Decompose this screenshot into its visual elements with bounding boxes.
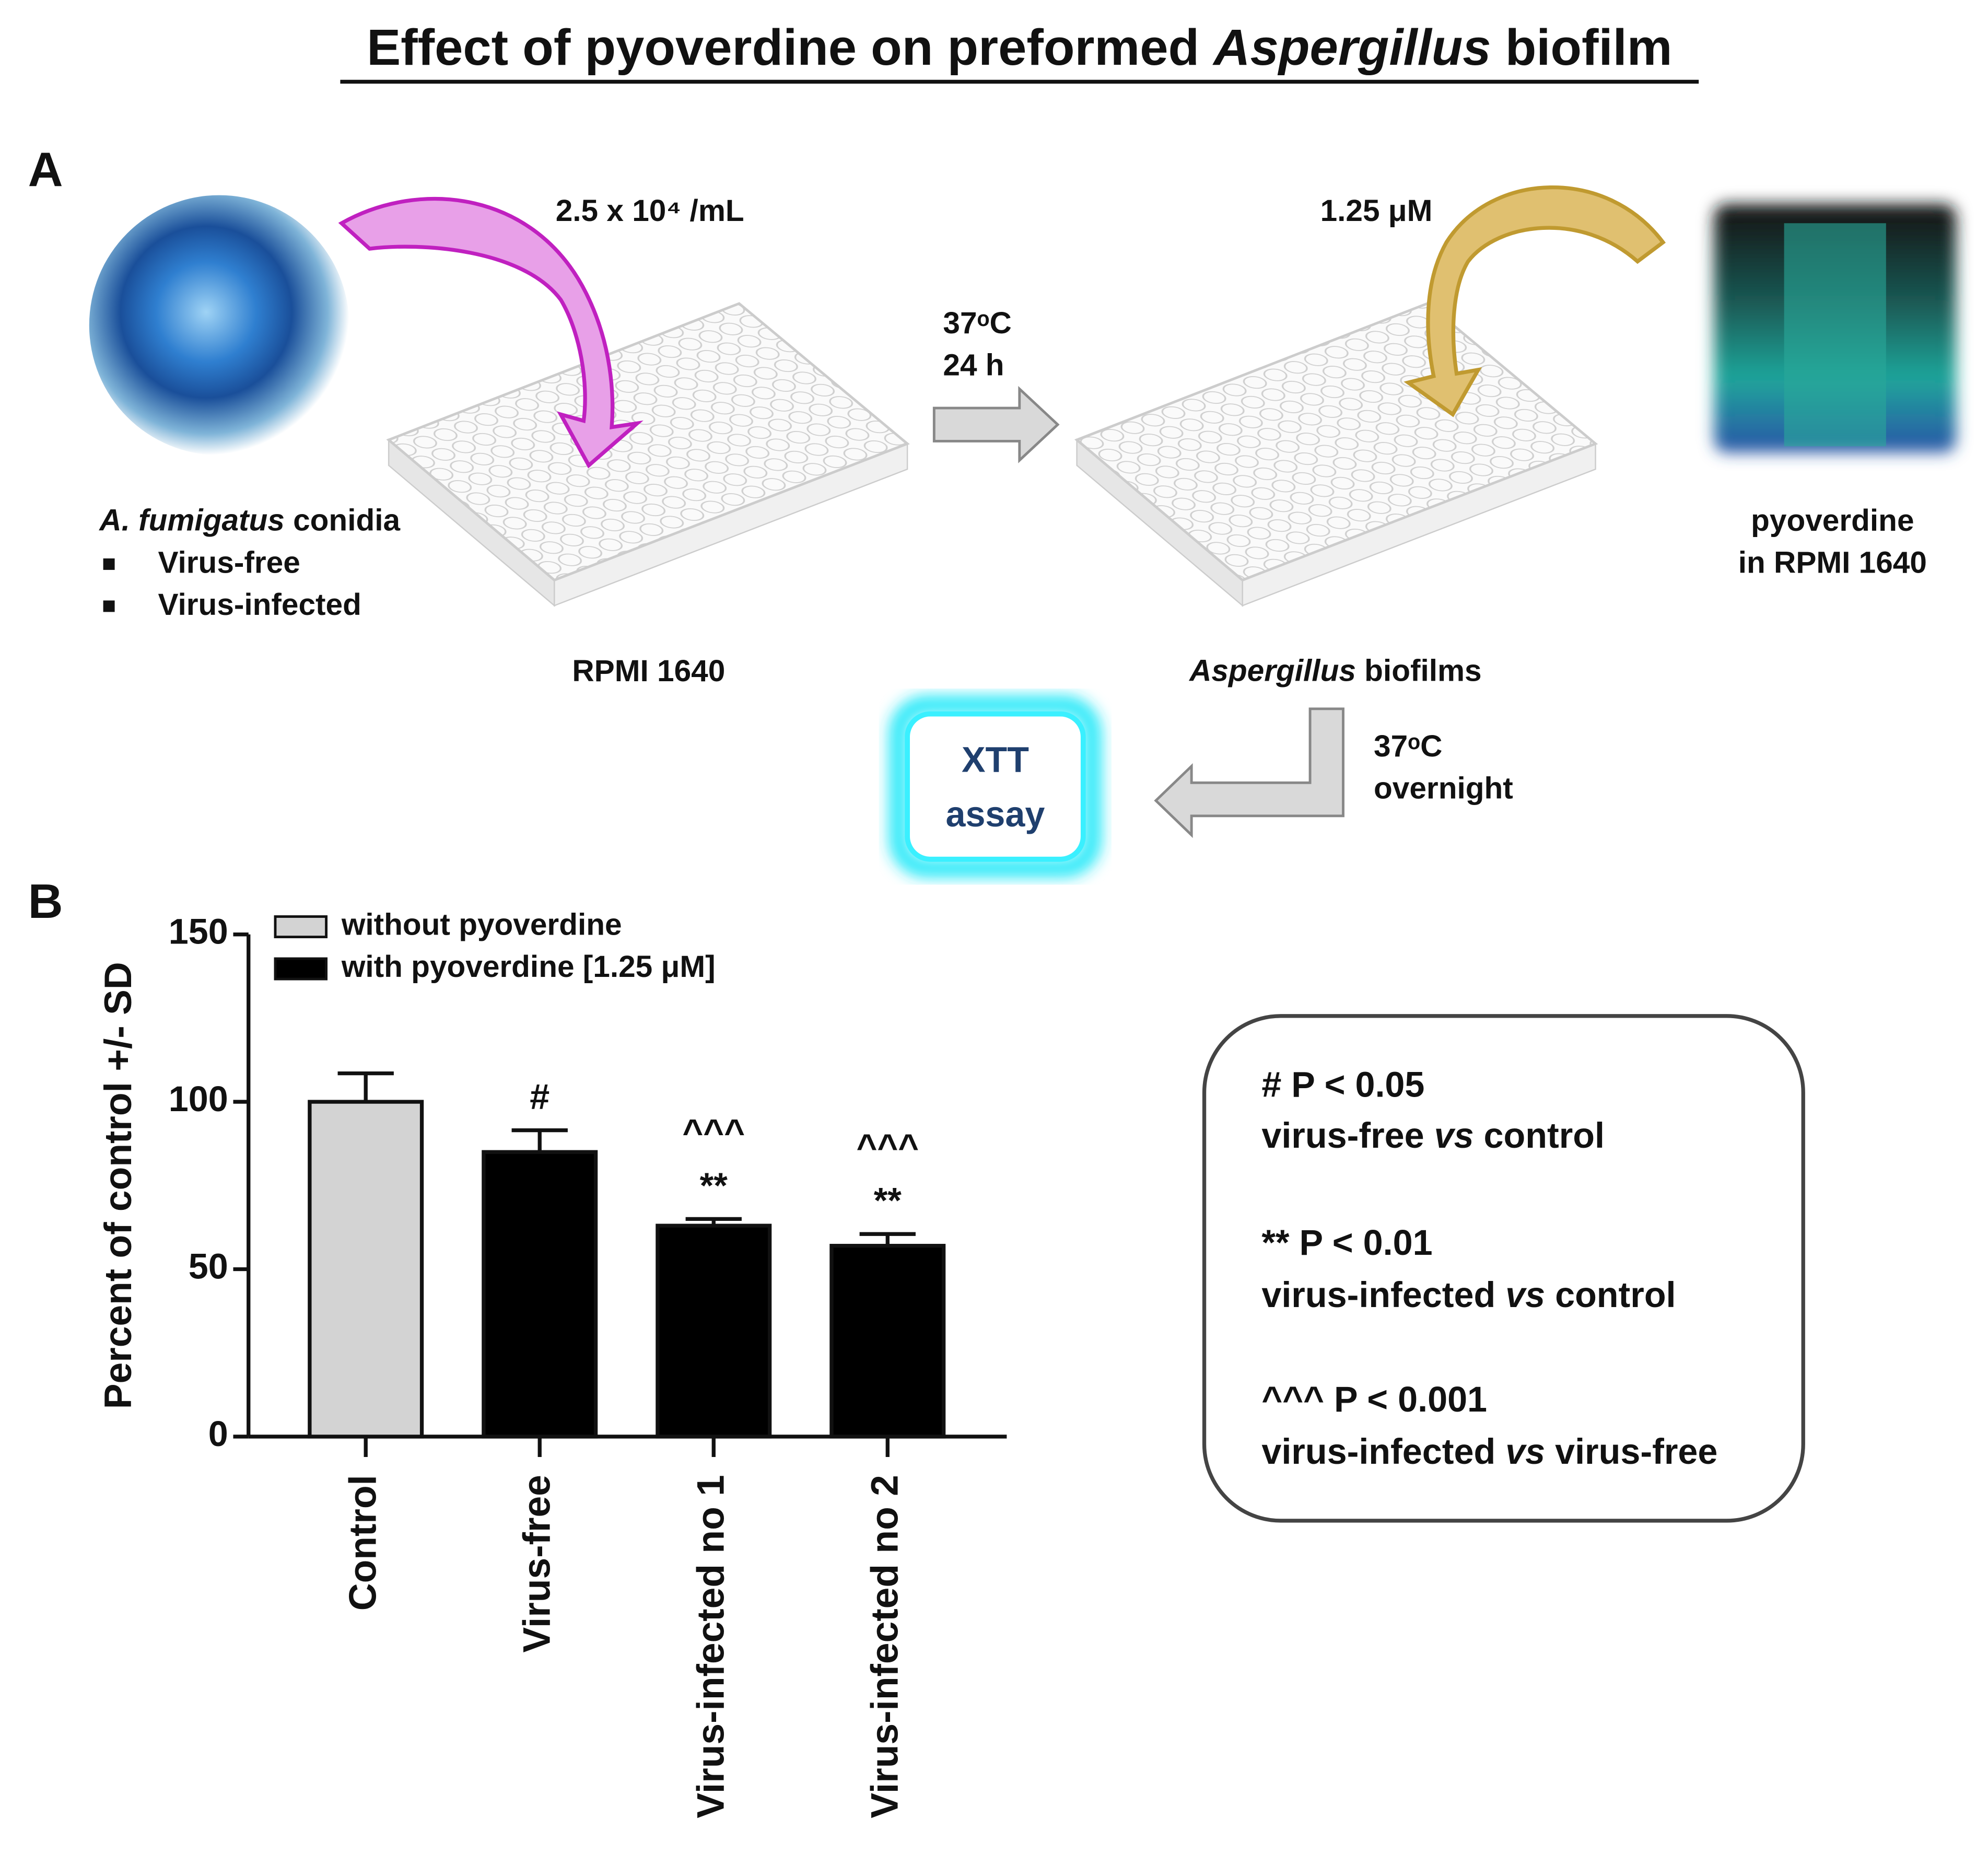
incubation-label: 37ᵒC <box>1374 729 1442 763</box>
conidia-caption: A. fumigatus conidia <box>98 504 400 538</box>
stats-part: vs <box>1434 1116 1474 1156</box>
significance-mark: # <box>530 1077 549 1117</box>
significance-mark: ^^^ <box>856 1127 919 1167</box>
step-arrow <box>1154 707 1344 838</box>
stats-line: ** P < 0.01 <box>1261 1223 1432 1263</box>
stats-line: ^^^ P < 0.001 <box>1261 1380 1487 1419</box>
legend-swatch <box>274 915 328 938</box>
assay-box <box>905 711 1086 862</box>
stats-line: # P < 0.05 <box>1261 1065 1424 1104</box>
stats-part: virus-infected <box>1261 1275 1505 1315</box>
legend-label: with pyoverdine [1.25 μM] <box>341 950 716 984</box>
assay-glow <box>889 696 1101 877</box>
y-axis-label: Percent of control +/- SD <box>97 962 139 1409</box>
stats-part: virus-free <box>1261 1116 1434 1156</box>
bar <box>829 1243 946 1439</box>
legend-swatch <box>274 957 328 981</box>
stats-part: control <box>1545 1275 1676 1315</box>
stats-line: virus-infected vs control <box>1261 1275 1676 1315</box>
pyoverdine-label: in RPMI 1640 <box>1738 546 1927 580</box>
assay-text: XTT <box>962 740 1029 779</box>
y-tick-label: 100 <box>169 1079 228 1119</box>
bar <box>482 1150 598 1439</box>
x-tick-label: Virus-free <box>516 1475 558 1652</box>
stats-part: vs <box>1505 1275 1545 1315</box>
x-tick-label: Virus-infected no 1 <box>689 1475 732 1818</box>
caption-part: conidia <box>285 504 401 538</box>
stats-part: virus-free <box>1545 1432 1717 1472</box>
assay-text: assay <box>945 795 1045 834</box>
panel-label: A <box>28 143 63 197</box>
label-part: biofilms <box>1356 654 1482 688</box>
y-tick-label: 150 <box>169 912 228 952</box>
medium-label: RPMI 1640 <box>572 654 725 688</box>
significance-mark: ^^^ <box>682 1112 745 1152</box>
figure-title: Effect of pyoverdine on preformed Asperg… <box>367 19 1672 76</box>
bullet <box>103 558 115 570</box>
conidia-image <box>89 195 349 456</box>
stats-box <box>1202 1014 1805 1523</box>
label-part: Aspergillus <box>1188 654 1356 688</box>
caption-part: A. fumigatus <box>98 504 285 538</box>
title-part: Effect of pyoverdine on preformed <box>367 19 1213 76</box>
stats-line: virus-free vs control <box>1261 1116 1605 1156</box>
plate <box>386 302 910 607</box>
plate <box>1074 302 1598 607</box>
title-part: biofilm <box>1491 19 1673 76</box>
stats-line: virus-infected vs virus-free <box>1261 1432 1717 1472</box>
pyoverdine-arrow <box>1404 185 1666 417</box>
x-tick-label: Virus-infected no 2 <box>863 1475 906 1818</box>
step-arrow <box>932 386 1060 463</box>
conidia-item: Virus-infected <box>158 588 361 622</box>
stats-part: virus-infected <box>1261 1432 1505 1472</box>
inoculum-arrow <box>338 196 644 469</box>
dose-label: 1.25 μM <box>1320 194 1433 228</box>
bar <box>656 1223 772 1439</box>
bullet <box>103 600 115 612</box>
significance-mark: ** <box>874 1181 902 1221</box>
cuvette-liquid <box>1784 223 1886 447</box>
incubation-label: 24 h <box>943 348 1004 382</box>
incubation-label: 37ᵒC <box>943 306 1011 340</box>
stats-text: # P < 0.05 virus-free vs control ** P < … <box>1261 1065 1717 1472</box>
stats-part: control <box>1474 1116 1605 1156</box>
y-tick-label: 50 <box>189 1247 228 1287</box>
conidia-item: Virus-free <box>158 546 300 580</box>
incubation-label: overnight <box>1374 771 1513 805</box>
y-tick-label: 0 <box>208 1414 228 1454</box>
x-tick-label: Control <box>342 1475 384 1611</box>
legend-label: without pyoverdine <box>341 907 622 941</box>
pyoverdine-label: pyoverdine <box>1751 504 1914 538</box>
inoculum-label: 2.5 x 10⁴ /mL <box>556 194 744 228</box>
biofilm-label: Aspergillus biofilms <box>1188 654 1482 688</box>
bar <box>308 1100 424 1439</box>
significance-mark: ** <box>700 1166 728 1206</box>
stats-part: vs <box>1505 1432 1545 1472</box>
title-part: Aspergillus <box>1212 19 1491 76</box>
panel-label: B <box>28 874 63 928</box>
